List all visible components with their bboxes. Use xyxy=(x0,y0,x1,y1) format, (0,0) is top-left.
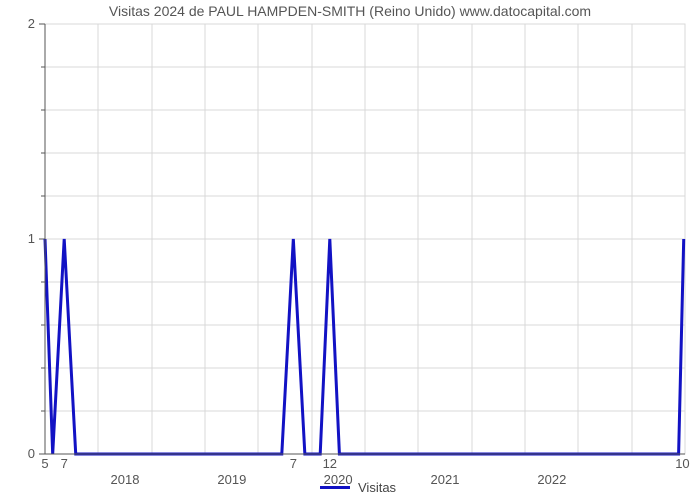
svg-text:2021: 2021 xyxy=(431,472,460,487)
legend-label: Visitas xyxy=(358,480,396,495)
legend-swatch xyxy=(320,486,350,489)
svg-text:0: 0 xyxy=(28,446,35,461)
svg-text:2019: 2019 xyxy=(217,472,246,487)
svg-text:5: 5 xyxy=(41,456,48,471)
svg-text:7: 7 xyxy=(61,456,68,471)
legend: Visitas xyxy=(320,480,396,495)
svg-text:10: 10 xyxy=(675,456,689,471)
svg-text:2018: 2018 xyxy=(111,472,140,487)
svg-text:2: 2 xyxy=(28,16,35,31)
svg-text:2022: 2022 xyxy=(537,472,566,487)
svg-text:7: 7 xyxy=(290,456,297,471)
svg-text:12: 12 xyxy=(323,456,337,471)
svg-text:1: 1 xyxy=(28,231,35,246)
line-chart: 012577121020182019202020212022 xyxy=(0,0,700,500)
